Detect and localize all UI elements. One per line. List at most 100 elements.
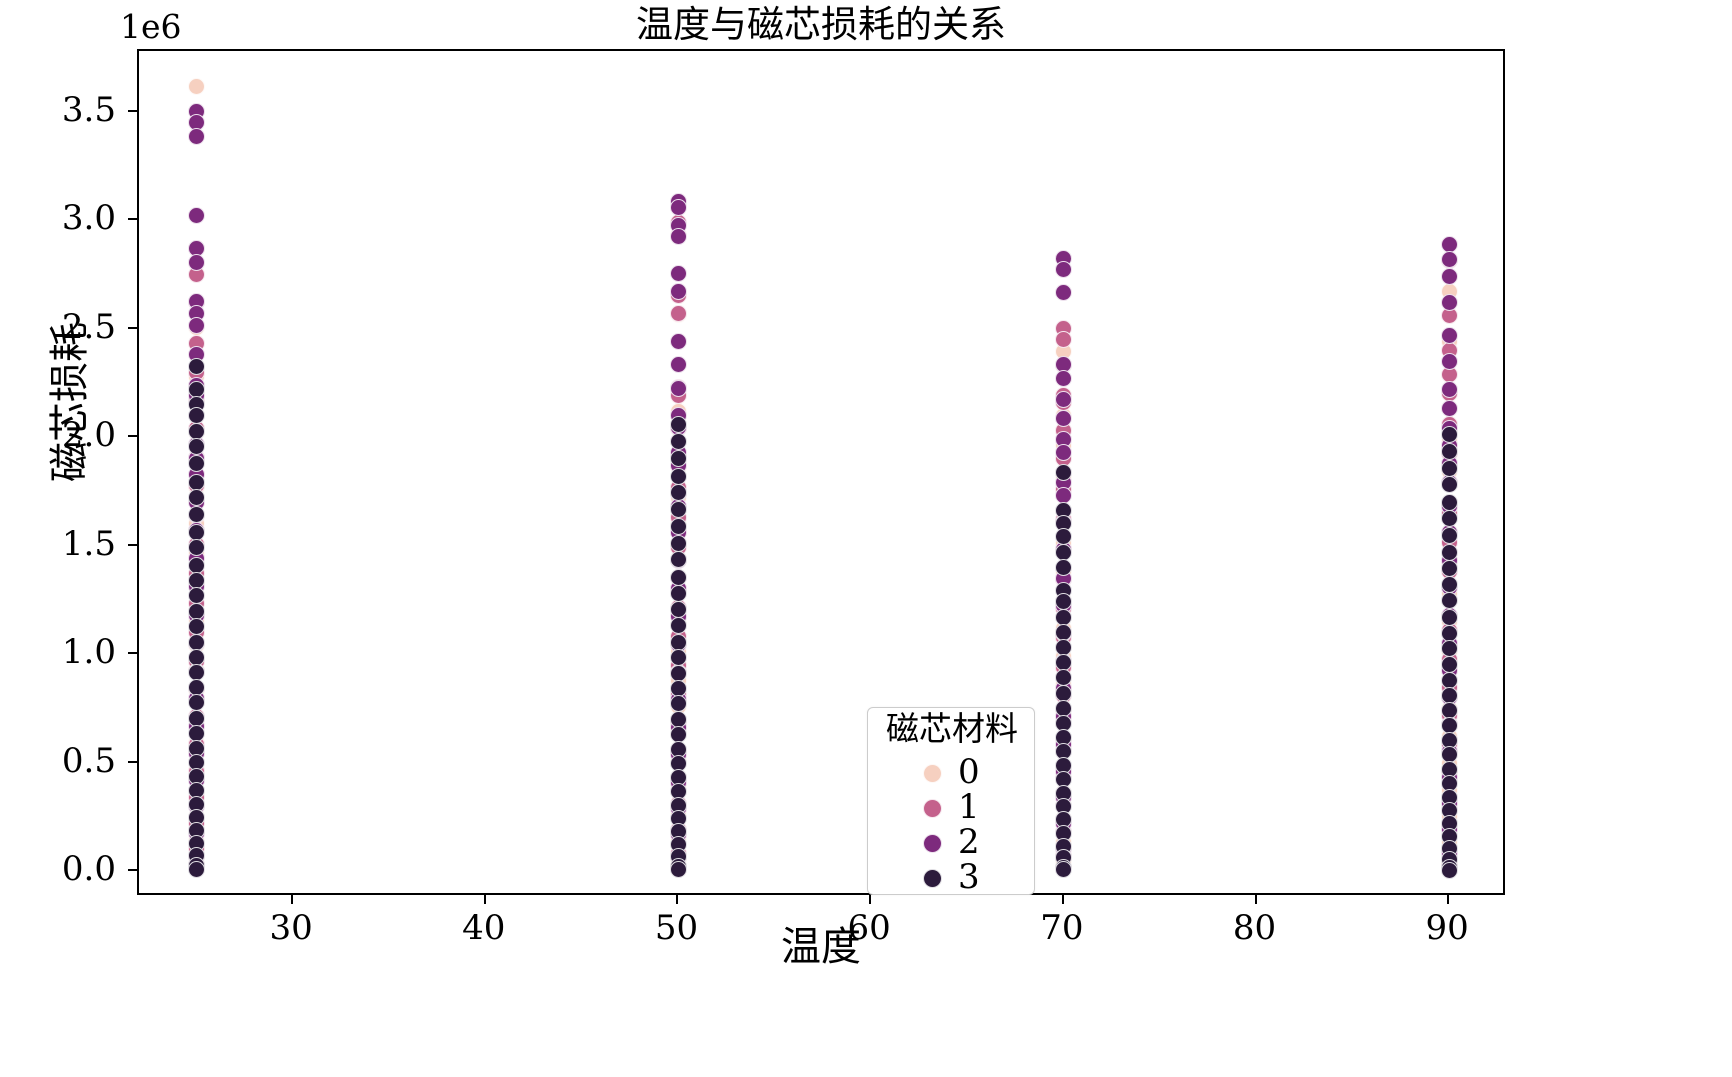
scatter-point xyxy=(1440,527,1458,545)
scatter-point xyxy=(188,539,206,557)
scatter-point xyxy=(669,534,687,552)
scatter-point xyxy=(669,355,687,373)
scatter-point xyxy=(1440,656,1458,674)
scatter-point xyxy=(669,584,687,602)
scatter-point xyxy=(1055,410,1073,428)
scatter-point xyxy=(1055,464,1073,482)
legend-entry[interactable]: 0 xyxy=(868,752,1036,792)
legend-entry[interactable]: 3 xyxy=(868,857,1036,897)
scatter-point xyxy=(1055,370,1073,388)
x-tick-mark xyxy=(676,895,679,904)
y-tick-mark xyxy=(128,109,137,112)
scatter-point xyxy=(669,551,687,569)
scatter-point xyxy=(1440,250,1458,268)
scatter-point xyxy=(1440,268,1458,286)
scatter-point xyxy=(1055,331,1073,348)
x-tick-mark xyxy=(1061,895,1064,904)
scatter-point xyxy=(1440,493,1458,511)
scatter-point xyxy=(1440,640,1458,658)
scatter-point xyxy=(1055,284,1073,302)
scatter-point xyxy=(1440,576,1458,594)
y-tick-mark xyxy=(128,868,137,871)
scatter-point xyxy=(669,467,687,485)
scatter-point xyxy=(1440,235,1458,253)
y-tick-mark xyxy=(128,652,137,655)
y-tick-mark xyxy=(128,435,137,438)
scatter-point xyxy=(188,78,206,96)
x-tick-label: 80 xyxy=(1232,908,1277,948)
x-tick-mark xyxy=(869,895,872,904)
scatter-point xyxy=(669,861,687,879)
scatter-point xyxy=(669,648,687,666)
scatter-point xyxy=(1440,380,1458,398)
scatter-point xyxy=(188,454,206,472)
legend-swatch-icon xyxy=(923,764,942,783)
scatter-point xyxy=(669,517,687,535)
scatter-point xyxy=(188,860,206,878)
legend-entry[interactable]: 2 xyxy=(868,822,1036,862)
scatter-point xyxy=(1440,608,1458,626)
scatter-point xyxy=(669,333,687,351)
scatter-point xyxy=(669,432,687,450)
scatter-point xyxy=(188,694,206,712)
scatter-point xyxy=(669,483,687,501)
scatter-point xyxy=(669,198,687,216)
y-axis-offset-text: 1e6 xyxy=(120,7,182,46)
scatter-point xyxy=(1055,390,1073,408)
scatter-point xyxy=(188,505,206,523)
scatter-point xyxy=(188,128,206,146)
x-tick-label: 90 xyxy=(1425,908,1469,948)
y-tick-label: 0.5 xyxy=(61,740,116,781)
y-tick-mark xyxy=(128,543,137,546)
scatter-point xyxy=(1440,460,1458,478)
scatter-point xyxy=(669,227,687,245)
x-tick-mark xyxy=(1447,895,1450,904)
y-tick-label: 3.0 xyxy=(61,198,116,239)
legend-entry[interactable]: 1 xyxy=(868,787,1036,827)
y-tick-label: 3.5 xyxy=(61,89,116,130)
legend-swatch-icon xyxy=(923,834,942,853)
scatter-point xyxy=(669,379,687,397)
scatter-point xyxy=(1440,326,1458,344)
scatter-point xyxy=(1055,861,1073,879)
scatter-point xyxy=(1440,559,1458,577)
scatter-point xyxy=(1440,592,1458,610)
scatter-point xyxy=(669,450,687,468)
legend-entry-label: 1 xyxy=(958,787,980,827)
scatter-point xyxy=(1055,558,1073,576)
legend-title: 磁芯材料 xyxy=(886,709,1018,748)
scatter-point xyxy=(1440,476,1458,494)
x-tick-label: 70 xyxy=(1040,908,1084,948)
y-axis-label: 磁芯损耗 xyxy=(47,322,93,482)
scatter-point xyxy=(1055,260,1073,278)
scatter-point xyxy=(188,406,206,424)
scatter-point xyxy=(669,415,687,433)
chart-title: 温度与磁芯损耗的关系 xyxy=(636,3,1006,46)
scatter-point xyxy=(188,254,206,271)
x-tick-label: 40 xyxy=(462,908,506,948)
legend-entry-label: 3 xyxy=(958,857,980,897)
scatter-point xyxy=(188,358,206,376)
scatter-point xyxy=(1440,861,1458,879)
x-tick-label: 60 xyxy=(847,908,891,948)
legend-swatch-icon xyxy=(923,869,942,888)
x-tick-mark xyxy=(483,895,486,904)
scatter-point xyxy=(1440,294,1458,312)
x-tick-mark xyxy=(291,895,294,904)
scatter-point xyxy=(1440,352,1458,370)
legend-entry-label: 0 xyxy=(958,752,980,792)
y-tick-mark xyxy=(128,760,137,763)
scatter-point xyxy=(1055,443,1073,461)
scatter-point xyxy=(669,304,687,322)
plot-area xyxy=(137,49,1505,895)
scatter-point xyxy=(669,264,687,282)
scatter-point xyxy=(1440,543,1458,561)
x-tick-mark xyxy=(1254,895,1257,904)
scatter-point xyxy=(669,568,687,586)
scatter-point xyxy=(1440,400,1458,418)
y-tick-label: 2.5 xyxy=(61,306,116,347)
scatter-point xyxy=(188,207,206,225)
y-tick-label: 2.0 xyxy=(61,415,116,456)
